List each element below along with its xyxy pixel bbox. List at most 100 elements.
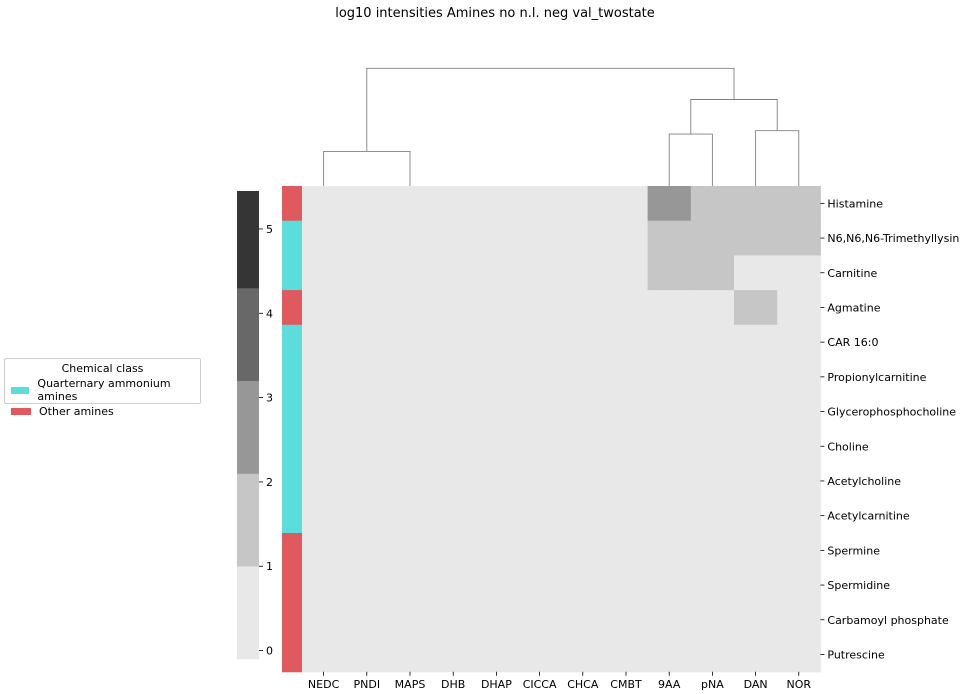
heatmap-cell [431,637,476,673]
heatmap-cell [561,602,605,638]
heatmap-cell [647,428,692,465]
heatmap-cell [474,324,519,360]
heatmap-cell [647,255,692,291]
heatmap-cell [647,394,692,430]
heatmap-cell [388,255,433,291]
colorbar-band [237,191,259,289]
chemical-class-legend: Chemical class Quarternary ammonium amin… [4,358,201,418]
row-class-strip-cell [282,463,302,499]
row-label: Acetylcarnitine [827,510,910,523]
heatmap-cell [345,602,389,638]
row-class-strip-cell [282,533,302,569]
heatmap-cell [604,255,649,291]
heatmap-cell [561,220,605,256]
heatmap-cell [431,394,476,430]
heatmap-cell [474,567,519,603]
row-class-strip-cell [282,498,302,534]
heatmap-cell [474,394,519,430]
heatmap-cell [431,567,476,603]
heatmap-cell [604,290,649,326]
heatmap-cell [734,220,778,256]
heatmap-cell [734,359,778,395]
heatmap-cell [647,220,692,256]
heatmap-cell [518,602,562,638]
col-label: NOR [787,678,812,691]
heatmap-cell [474,498,519,534]
heatmap-cell [431,186,476,222]
heatmap-cell [561,255,605,291]
row-class-strip-cell [282,637,302,673]
heatmap-cell [690,567,735,603]
row-label: Glycerophosphocholine [827,406,956,419]
heatmap-cell [345,394,389,430]
heatmap-cell [431,533,476,569]
heatmap-cell [518,463,562,499]
colorbar-tick-label: 3 [266,392,273,405]
heatmap-cell [388,602,433,638]
heatmap-cell [474,220,519,256]
heatmap-cell [647,498,692,534]
colorbar-band [237,287,259,382]
heatmap-cell [647,567,692,603]
colorbar-band [237,380,259,474]
row-label: Spermine [827,544,880,557]
chart-title: log10 intensities Amines no n.l. neg val… [335,6,655,21]
heatmap-cell [647,324,692,360]
heatmap-cell [431,324,476,360]
heatmap-cell [302,498,346,534]
legend-entry-quarternary: Quarternary ammonium amines [11,377,200,403]
row-label: CAR 16:0 [827,336,878,349]
heatmap-cell [604,463,649,499]
heatmap-cell [431,220,476,256]
heatmap-cell [734,324,778,360]
row-class-strip-cell [282,290,302,326]
heatmap-cell [388,290,433,326]
heatmap-cell [777,637,821,673]
heatmap-cell [690,602,735,638]
col-label: 9AA [658,678,681,691]
heatmap-cell [604,220,649,256]
heatmap-cell [388,359,433,395]
legend-entry-other: Other amines [11,405,200,418]
heatmap-cell [388,394,433,430]
heatmap-cell [690,220,735,256]
heatmap-cell [302,324,346,360]
row-label: Acetylcholine [827,475,901,488]
heatmap-cell [518,255,562,291]
heatmap-cell [474,428,519,465]
row-label: Putrescine [827,648,885,661]
heatmap-cell [777,359,821,395]
heatmap-cell [474,533,519,569]
heatmap-cell [302,394,346,430]
heatmap-cell [302,359,346,395]
heatmap-cell [604,637,649,673]
colorbar-tick-label: 2 [266,476,273,489]
heatmap-cell [561,498,605,534]
heatmap-cell [777,186,821,222]
heatmap-cell [734,290,778,326]
col-label: DHB [441,678,465,691]
heatmap-cell [690,324,735,360]
heatmap-cell [474,255,519,291]
heatmap-cell [518,359,562,395]
heatmap-cell [302,463,346,499]
heatmap-cell [388,498,433,534]
heatmap-cell [302,186,346,222]
heatmap-cell [690,186,735,222]
col-label: NEDC [308,678,340,691]
legend-swatch-quarternary [11,386,30,394]
heatmap-cell [345,498,389,534]
heatmap-cell [302,533,346,569]
row-class-strip-cell [282,220,302,256]
dendrogram-link [323,150,411,186]
col-label: CICCA [523,678,557,691]
heatmap-cell [518,186,562,222]
col-label: CMBT [610,678,642,691]
row-class-strip-cell [282,394,302,430]
heatmap-cell [388,428,433,465]
legend-label-other: Other amines [39,405,114,418]
heatmap-cell [431,290,476,326]
heatmap-cell [604,324,649,360]
heatmap-cell [647,637,692,673]
